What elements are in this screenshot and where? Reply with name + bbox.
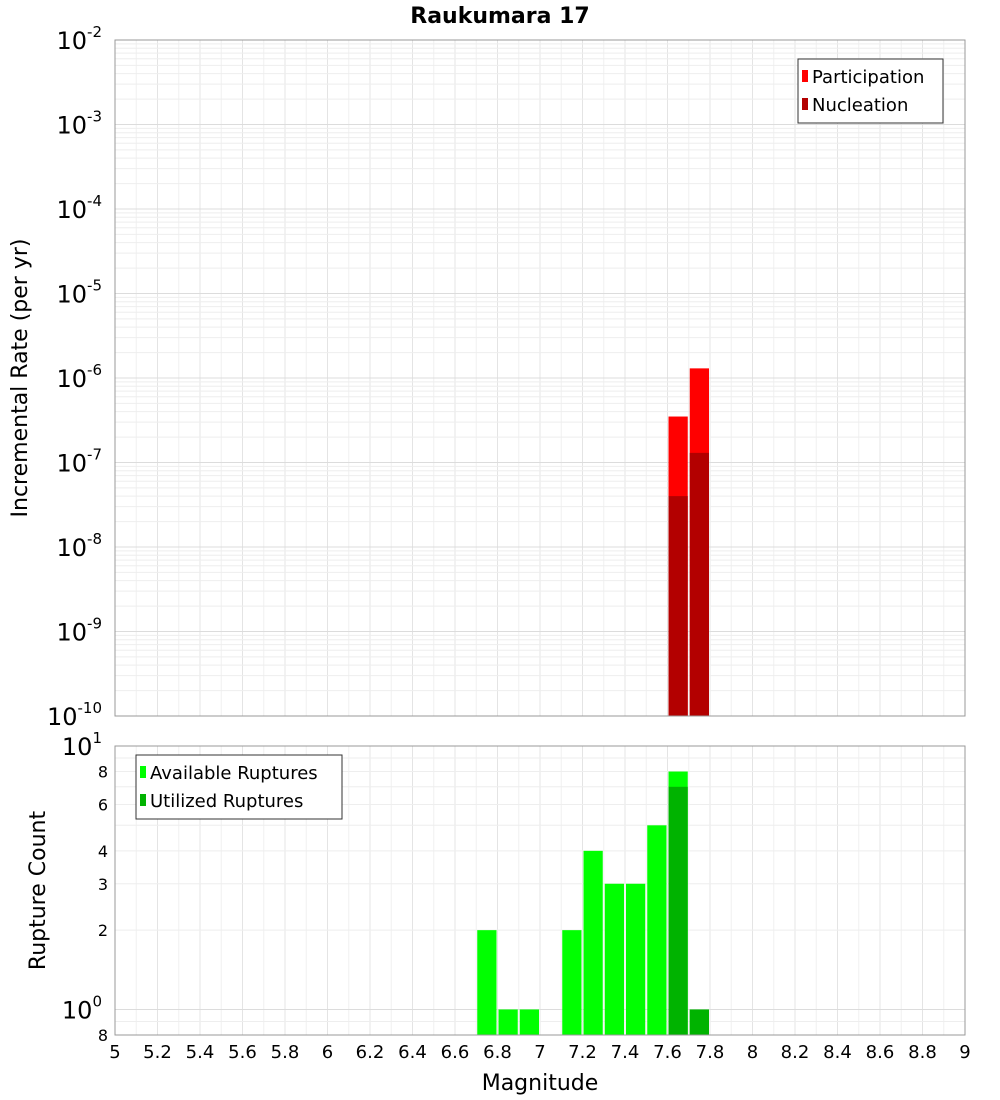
x-axis-label: Magnitude [482,1071,599,1096]
y-tick-label: 4 [98,842,108,861]
y-tick-label: 10-6 [56,361,102,393]
available-ruptures-bar [604,883,624,1035]
count-panel: 8 100 2 3 4 6 8 101 5 5.2 5.4 5.6 5.8 6 6.2 6.4 6.6 6.8 7… [26,729,971,1096]
y-tick-label: 3 [98,875,108,894]
x-ticks: 5 5.2 5.4 5.6 5.8 6 6.2 6.4 6.6 6.8 7 7.2 7.4 7.6 7.8 8… [109,1042,970,1063]
x-tick-label: 6.4 [398,1042,427,1063]
x-tick-label: 6.6 [441,1042,470,1063]
rate-y-axis-label: Incremental Rate (per yr) [8,239,33,518]
available-ruptures-bar [583,850,603,1035]
x-tick-label: 8.6 [866,1042,895,1063]
y-tick-label: 10-3 [56,108,102,140]
count-y-axis-label: Rupture Count [26,811,51,971]
y-tick-label: 10-10 [47,699,102,731]
x-tick-label: 8.4 [823,1042,852,1063]
x-tick-label: 7 [534,1042,545,1063]
x-tick-label: 8 [747,1042,758,1063]
x-tick-label: 5.6 [228,1042,257,1063]
x-tick-label: 7.4 [611,1042,640,1063]
x-tick-label: 5.4 [186,1042,215,1063]
x-tick-label: 7.8 [696,1042,725,1063]
count-plot-frame [114,745,966,1036]
available-ruptures-bar [498,1009,518,1035]
utilized-ruptures-bar [689,1009,709,1035]
legend-label: Utilized Ruptures [150,791,303,812]
x-tick-label: 6 [322,1042,333,1063]
x-tick-label: 7.6 [653,1042,682,1063]
count-legend: Available Ruptures Utilized Ruptures [135,754,343,820]
x-tick-label: 8.8 [908,1042,937,1063]
x-tick-label: 6.2 [356,1042,385,1063]
y-tick-label: 10-9 [56,615,102,647]
legend-swatch [802,70,808,82]
available-ruptures-bar [519,1009,539,1035]
nucleation-bar [668,496,688,716]
y-tick-label: 100 [62,992,102,1024]
chart-title: Raukumara 17 [410,4,589,29]
x-tick-label: 6.8 [483,1042,512,1063]
x-tick-label: 9 [959,1042,970,1063]
rate-panel: 10-10 10-9 10-8 10-7 10-6 10-5 10-4 10-3 10-2 In… [8,23,966,731]
y-tick-label: 101 [62,729,102,761]
x-tick-label: 8.2 [781,1042,810,1063]
legend-label: Participation [812,67,924,88]
x-tick-label: 5.8 [271,1042,300,1063]
y-tick-label: 6 [98,795,108,814]
rate-plot-frame [114,39,966,717]
count-bars [477,771,709,1035]
legend-swatch [802,98,808,110]
available-ruptures-bar [562,930,582,1035]
y-tick-label: 2 [98,921,108,940]
legend-swatch [140,794,146,806]
utilized-ruptures-bar [668,786,688,1035]
y-tick-label: 8 [98,763,108,782]
rate-grid [114,39,966,717]
y-tick-label: 10-7 [56,446,102,478]
available-ruptures-bar [647,825,667,1035]
legend-box [797,58,944,124]
nucleation-bar [689,452,709,716]
rate-bars [668,368,709,716]
rate-legend: Participation Nucleation [797,58,944,124]
x-tick-label: 7.2 [568,1042,597,1063]
count-y-ticks: 8 100 2 3 4 6 8 101 [62,729,108,1045]
legend-label: Nucleation [812,95,908,116]
y-tick-label: 10-2 [56,23,102,55]
rate-y-ticks: 10-10 10-9 10-8 10-7 10-6 10-5 10-4 10-3 10-2 [47,23,102,731]
legend-box [135,754,343,820]
y-tick-label: 8 [98,1026,108,1045]
legend-label: Available Ruptures [150,763,318,784]
y-tick-label: 10-4 [56,192,102,224]
x-tick-label: 5 [109,1042,120,1063]
legend-swatch [140,766,146,778]
available-ruptures-bar [477,930,497,1035]
y-tick-label: 10-8 [56,530,102,562]
y-tick-label: 10-5 [56,277,102,309]
x-tick-label: 5.2 [143,1042,172,1063]
available-ruptures-bar [626,883,646,1035]
